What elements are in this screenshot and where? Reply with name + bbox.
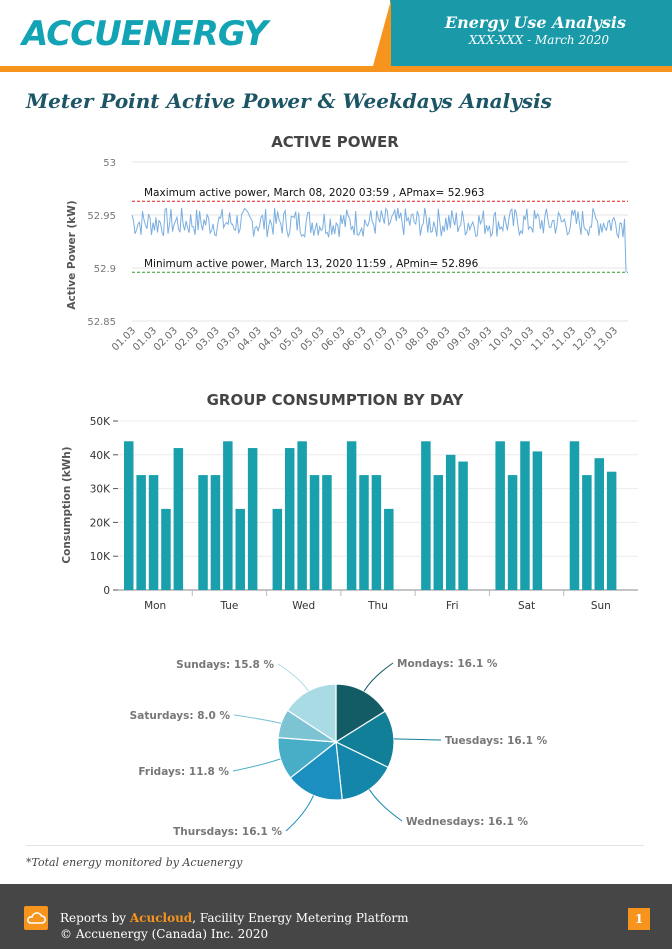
- consumption-bar: [458, 461, 468, 590]
- y-tick-label: 20K: [90, 517, 111, 529]
- header-divider: [0, 66, 672, 72]
- cloud-icon: [24, 906, 48, 930]
- pie-slice: [335, 683, 386, 744]
- accuenergy-logo: ACCUENERGY: [22, 14, 268, 54]
- y-axis-label: Active Power (kW): [66, 200, 78, 309]
- y-tick-label: 40K: [90, 450, 111, 462]
- x-tick-label: Thu: [367, 600, 388, 612]
- consumption-bar: [173, 448, 184, 590]
- consumption-bar: [445, 454, 456, 590]
- consumption-bar: [421, 441, 431, 590]
- consumption-bar: [359, 475, 369, 590]
- min-power-annotation: Minimum active power, March 13, 2020 11:…: [144, 258, 479, 270]
- pie-label-connector: [285, 795, 314, 832]
- x-tick-label: Mon: [144, 600, 166, 612]
- consumption-bar: [495, 441, 505, 590]
- pie-label-connector: [232, 758, 281, 772]
- x-tick-label: Tue: [219, 600, 238, 612]
- pie-slice: [334, 710, 395, 769]
- chart-title: ACTIVE POWER: [271, 133, 399, 151]
- acucloud-link[interactable]: Acucloud: [129, 911, 193, 925]
- report-subtitle: XXX-XXX - March 2020: [468, 33, 609, 47]
- consumption-bar: [532, 451, 543, 590]
- pie-slice-label: Mondays: 16.1 %: [397, 658, 498, 670]
- pie-slice: [335, 740, 389, 801]
- y-tick-label: 0: [103, 585, 110, 597]
- pie-slice-label: Wednesdays: 16.1 %: [406, 816, 528, 828]
- pie-label-connector: [368, 789, 403, 822]
- pie-slice-label: Tuesdays: 16.1 %: [445, 735, 548, 747]
- pie-label-connector: [277, 663, 309, 692]
- consumption-bar: [223, 441, 233, 590]
- consumption-bar: [247, 448, 258, 590]
- y-tick-label: 50K: [90, 416, 111, 428]
- y-tick-label: 52.85: [87, 317, 116, 328]
- x-tick-label: Sun: [591, 600, 611, 612]
- consumption-bar: [124, 441, 134, 590]
- consumption-bar: [569, 441, 580, 590]
- pie-label-connector: [363, 662, 394, 692]
- chart-title: GROUP CONSUMPTION BY DAY: [207, 391, 465, 409]
- header-accent: [373, 0, 391, 66]
- consumption-bar: [198, 475, 208, 590]
- x-tick-label: 13.03: [592, 325, 620, 353]
- y-tick-label: 30K: [90, 484, 111, 496]
- pie-slice-label: Saturdays: 8.0 %: [130, 710, 231, 722]
- x-tick-label: Sat: [518, 600, 535, 612]
- header-title-panel: [390, 0, 672, 66]
- pie-label-connector: [393, 738, 442, 741]
- consumption-bar: [272, 508, 283, 590]
- consumption-bar: [161, 508, 171, 590]
- y-tick-label: 53: [103, 158, 116, 169]
- footer-copyright: © Accuenergy (Canada) Inc. 2020: [60, 927, 269, 941]
- y-tick-label: 10K: [90, 551, 111, 563]
- consumption-bar: [594, 458, 605, 590]
- consumption-bar: [606, 471, 617, 590]
- consumption-bar: [346, 441, 357, 590]
- consumption-bar: [297, 441, 307, 590]
- x-tick-label: Wed: [292, 600, 315, 612]
- consumption-bar: [520, 441, 530, 590]
- consumption-bar: [371, 475, 382, 590]
- footnote: *Total energy monitored by Acuenergy: [26, 856, 243, 869]
- consumption-bar: [582, 475, 592, 590]
- report-footer: Reports by Acucloud, Facility Energy Met…: [0, 884, 672, 949]
- pie-slice-label: Thursdays: 16.1 %: [173, 826, 282, 838]
- report-header: ACCUENERGY Energy Use Analysis XXX-XXX -…: [0, 0, 672, 72]
- consumption-bar: [210, 475, 221, 590]
- page-number: 1: [628, 908, 650, 930]
- consumption-bar: [148, 475, 159, 590]
- y-tick-label: 52.95: [87, 211, 116, 222]
- pie-slice-label: Fridays: 11.8 %: [138, 766, 229, 778]
- weekday-share-pie: Mondays: 16.1 % Tuesdays: 16.1 % Wednesday…: [130, 658, 548, 838]
- pie-slice-label: Sundays: 15.8 %: [176, 659, 274, 671]
- x-tick-label: Fri: [446, 600, 459, 612]
- active-power-series: [131, 207, 627, 273]
- consumption-bar: [309, 475, 320, 590]
- consumption-bar: [507, 475, 518, 590]
- consumption-bar: [384, 508, 394, 590]
- consumption-bar: [284, 448, 295, 590]
- page-title: Meter Point Active Power & Weekdays Anal…: [26, 89, 552, 113]
- consumption-bar: [235, 508, 245, 590]
- consumption-bar: [136, 475, 146, 590]
- consumption-bar: [322, 475, 332, 590]
- footer-platform-text: Reports by Acucloud, Facility Energy Met…: [60, 911, 409, 925]
- consumption-by-day-chart: GROUP CONSUMPTION BY DAY Consumption (kW…: [61, 391, 638, 612]
- active-power-chart: ACTIVE POWER Active Power (kW) 52.85 52.9…: [66, 133, 628, 353]
- max-power-annotation: Maximum active power, March 08, 2020 03:…: [144, 187, 484, 199]
- pie-slice: [289, 740, 343, 801]
- y-axis-label: Consumption (kWh): [61, 446, 73, 563]
- consumption-bar: [433, 475, 444, 590]
- y-tick-label: 52.9: [94, 264, 116, 275]
- report-title: Energy Use Analysis: [444, 13, 626, 32]
- section-divider: [26, 845, 644, 846]
- pie-label-connector: [233, 714, 282, 724]
